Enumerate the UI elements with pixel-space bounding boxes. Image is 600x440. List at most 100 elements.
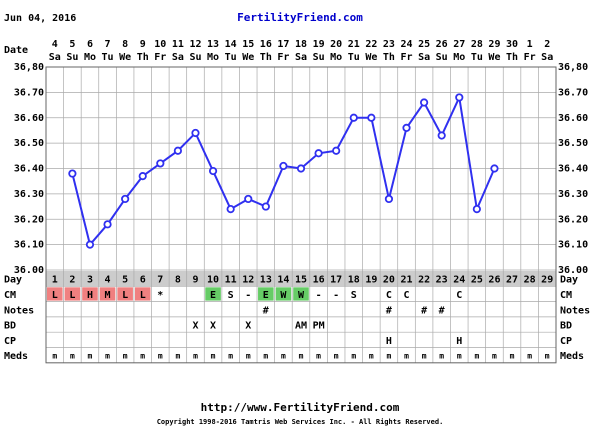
weekday-label: Sa [295,52,307,63]
row-cell: L [52,290,58,301]
row-cell: 2 [69,275,75,286]
weekday-label: Fr [400,52,412,63]
weekday-label: Su [66,52,78,63]
temperature-point [208,166,218,176]
row-cell: m [422,352,427,361]
x-tick-label: 16 [260,39,272,50]
row-cell: C [456,290,462,301]
row-cell: - [316,290,322,301]
row-cell: # [386,305,392,316]
row-cell: - [333,290,339,301]
temperature-point [261,202,270,211]
row-cell: 17 [330,275,342,286]
row-cell: X [210,321,216,332]
x-tick-label: 22 [365,39,377,50]
row-cell: X [245,321,251,332]
row-cell: 12 [242,275,254,286]
row-cell: 11 [225,275,237,286]
row-cell: S [351,290,357,301]
row-cell: W [298,290,305,301]
temperature-point [279,161,288,171]
weekday-label: Mo [207,52,219,63]
row-cell: m [474,352,479,361]
cell-highlight [47,287,63,301]
weekday-label: Tu [102,52,114,63]
y-tick-label: 36.20 [14,214,44,225]
row-cell: 10 [207,275,219,286]
x-tick-label: 6 [87,39,93,50]
row-cell: 1 [52,275,58,286]
row-cell: 4 [105,275,111,286]
x-tick-label: 15 [242,39,254,50]
row-cell: L [140,290,146,301]
cell-highlight [82,287,98,301]
row-cell: 26 [488,275,500,286]
x-tick-label: 21 [348,39,360,50]
weekday-label: We [119,52,131,63]
x-tick-label: 25 [418,39,430,50]
temperature-point [420,98,429,107]
row-cell: m [351,352,356,361]
x-tick-label: 17 [277,39,289,50]
row-cell: 20 [383,275,395,286]
weekday-label: Mo [453,52,465,63]
row-cell: 23 [436,275,448,286]
row-cell: m [299,352,304,361]
row-cell: * [157,290,163,301]
y2-tick-label: 36.50 [558,138,588,149]
y2-tick-label: 36.20 [558,214,588,225]
row-label-right: BD [560,321,572,332]
weekday-label: Su [436,52,448,63]
row-cell: m [193,352,198,361]
cell-highlight [258,287,274,301]
row-cell: 16 [313,275,325,286]
row-cell: m [334,352,339,361]
row-label-right: Notes [560,305,590,316]
row-cell: m [52,352,57,361]
row-cell: - [245,290,251,301]
weekday-label: Mo [84,52,96,63]
row-cell: X [192,321,198,332]
x-label: Date [4,45,28,56]
row-label-right: Meds [560,351,584,362]
row-cell: m [70,352,75,361]
row-cell: m [88,352,93,361]
temperature-point [191,128,200,138]
x-tick-label: 27 [453,39,465,50]
cell-highlight [134,287,151,301]
row-cell: 18 [348,275,360,286]
x-tick-label: 29 [488,39,500,50]
y2-tick-label: 36.00 [558,265,588,276]
temperature-point [384,194,394,204]
x-tick-label: 20 [330,39,342,50]
x-tick-label: 10 [154,39,166,50]
row-cell: 5 [122,275,128,286]
weekday-label: Fr [524,52,536,63]
row-cell: 22 [418,275,430,286]
row-cell: C [404,290,410,301]
row-cell: PM [313,321,325,332]
x-tick-label: 24 [400,39,412,50]
row-cell: m [404,352,409,361]
x-tick-label: 1 [527,39,533,50]
weekday-label: We [242,52,254,63]
row-cell: S [228,290,234,301]
cell-highlight [64,287,81,301]
row-cell: # [421,305,427,316]
row-cell: # [439,305,445,316]
temperature-point [455,93,464,102]
temperature-point [349,113,358,122]
row-cell: L [69,290,75,301]
row-cell: W [280,290,287,301]
x-tick-label: 23 [383,39,395,50]
site-title: FertilityFriend.com [237,11,363,24]
x-tick-label: 9 [140,39,146,50]
row-cell: 14 [277,275,289,286]
row-cell: 19 [365,275,377,286]
y2-tick-label: 36.60 [558,113,588,124]
weekday-label: Th [137,52,149,63]
x-tick-label: 7 [105,39,111,50]
row-cell: 25 [471,275,483,286]
plot-frame [45,66,557,364]
header-date: Jun 04, 2016 [4,13,76,24]
